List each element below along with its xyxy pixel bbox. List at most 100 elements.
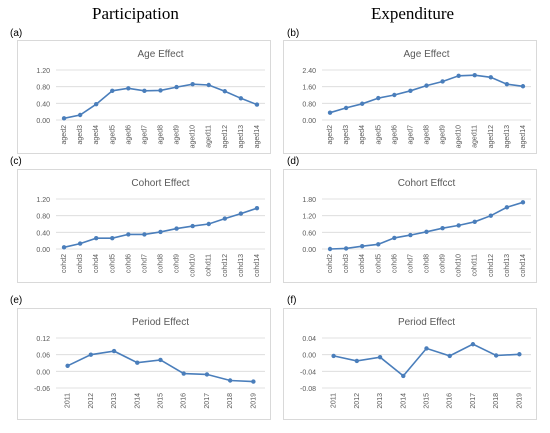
- x-tick-label: 2016: [447, 393, 454, 409]
- data-point: [376, 95, 381, 101]
- y-tick-label: 0.12: [36, 336, 50, 343]
- y-tick-label: 1.80: [302, 197, 316, 204]
- x-tick-label: 2018: [493, 393, 500, 409]
- data-point: [93, 101, 99, 107]
- data-point: [424, 346, 429, 351]
- data-point: [227, 378, 233, 383]
- x-tick-label: aged7: [407, 125, 414, 145]
- y-tick-label: 0.00: [36, 247, 50, 254]
- data-point: [181, 371, 186, 376]
- data-point: [392, 235, 397, 241]
- chart-title: Age Effect: [404, 49, 450, 60]
- x-tick-label: cohd2: [327, 254, 334, 273]
- data-point: [472, 73, 477, 78]
- panel-label-b: (b): [287, 28, 300, 39]
- x-tick-label: 2013: [111, 393, 118, 409]
- x-tick-label: aged9: [174, 125, 181, 145]
- data-point: [520, 200, 526, 205]
- data-point: [206, 221, 211, 227]
- y-tick-label: 0.00: [302, 353, 316, 360]
- x-tick-label: aged13: [504, 125, 511, 148]
- x-tick-label: cohd11: [206, 254, 213, 277]
- x-tick-label: cohd5: [375, 254, 382, 273]
- x-tick-label: cohd12: [488, 254, 495, 277]
- data-point: [517, 352, 522, 357]
- y-tick-label: -0.04: [300, 369, 316, 376]
- data-point: [377, 354, 383, 360]
- chart-a-participation-age: Age Effect 0.00 0.40 0.80 1.20 aged2 aged3 aged…: [17, 40, 271, 154]
- y-tick-label: 0.00: [302, 247, 316, 254]
- y-tick-label: 0.04: [302, 336, 316, 343]
- column-title-expenditure: Expenditure: [371, 4, 455, 23]
- data-point: [158, 88, 163, 93]
- chart-frame: [17, 308, 271, 420]
- x-tick-label: cohd7: [407, 254, 414, 273]
- x-tick-label: cohd3: [343, 254, 350, 273]
- chart-title: Age Effect: [138, 49, 184, 60]
- panel-label-d: (d): [287, 156, 300, 167]
- x-tick-label: 2011: [331, 393, 338, 408]
- x-tick-label: cohd7: [141, 254, 148, 273]
- data-point: [401, 373, 406, 379]
- panel-label-f: (f): [287, 295, 297, 306]
- x-tick-label: aged4: [359, 125, 366, 145]
- x-tick-label: cohd6: [125, 254, 132, 273]
- y-tick-label: -0.08: [300, 386, 316, 393]
- data-point: [440, 79, 445, 84]
- data-point: [359, 101, 365, 106]
- data-point: [190, 81, 195, 87]
- data-point: [359, 244, 365, 249]
- x-tick-label: 2015: [424, 393, 431, 409]
- x-tick-label: aged12: [488, 125, 495, 148]
- y-tick-label: 0.06: [36, 353, 50, 360]
- x-tick-label: aged8: [424, 125, 431, 145]
- data-point: [408, 232, 413, 238]
- x-tick-label: aged6: [391, 125, 398, 145]
- data-point: [222, 216, 228, 221]
- x-tick-label: aged9: [440, 125, 447, 145]
- data-point: [142, 232, 147, 237]
- data-point: [504, 205, 510, 210]
- x-tick-label: cohd12: [222, 254, 229, 277]
- data-point: [61, 116, 67, 121]
- x-tick-label: cohd10: [190, 254, 197, 277]
- x-tick-label: cohd11: [472, 254, 479, 277]
- chart-title: Cohort Effcct: [398, 178, 456, 189]
- data-point: [77, 112, 83, 118]
- data-point: [204, 372, 210, 377]
- data-point: [93, 235, 99, 241]
- x-tick-label: aged14: [254, 125, 261, 148]
- x-tick-label: cohd13: [238, 254, 245, 277]
- chart-frame: [283, 308, 537, 420]
- chart-d-expenditure-cohort: Cohort Effcct 0.00 0.60 1.20 1.80 cohd2 cohd3 c…: [283, 169, 537, 283]
- data-point: [327, 246, 333, 252]
- y-tick-label: 0.80: [36, 85, 50, 92]
- x-tick-label: cohd8: [158, 254, 165, 273]
- y-tick-label: 0.00: [36, 369, 50, 376]
- data-point: [135, 360, 140, 365]
- data-point: [520, 84, 526, 89]
- x-tick-label: cohd9: [174, 254, 181, 273]
- x-tick-label: 2019: [516, 393, 523, 409]
- x-tick-label: cohd5: [109, 254, 116, 273]
- y-tick-label: 0.40: [36, 230, 50, 237]
- chart-frame: [283, 40, 537, 154]
- data-point: [61, 245, 67, 250]
- data-point: [447, 353, 452, 359]
- data-point: [142, 88, 147, 94]
- data-point: [158, 357, 163, 363]
- data-point: [376, 242, 381, 247]
- chart-frame: [17, 169, 271, 283]
- panel-label-c: (c): [10, 156, 22, 167]
- x-tick-label: cohd10: [456, 254, 463, 277]
- data-point: [456, 73, 461, 79]
- chart-title: Period Effect: [398, 317, 455, 328]
- data-point: [408, 88, 413, 94]
- chart-frame: [17, 40, 271, 154]
- x-tick-label: 2012: [88, 393, 95, 409]
- y-tick-label: -0.06: [34, 386, 50, 393]
- x-tick-label: aged11: [206, 125, 213, 148]
- data-point: [174, 84, 179, 90]
- x-tick-label: aged3: [77, 125, 84, 145]
- data-point: [424, 229, 429, 234]
